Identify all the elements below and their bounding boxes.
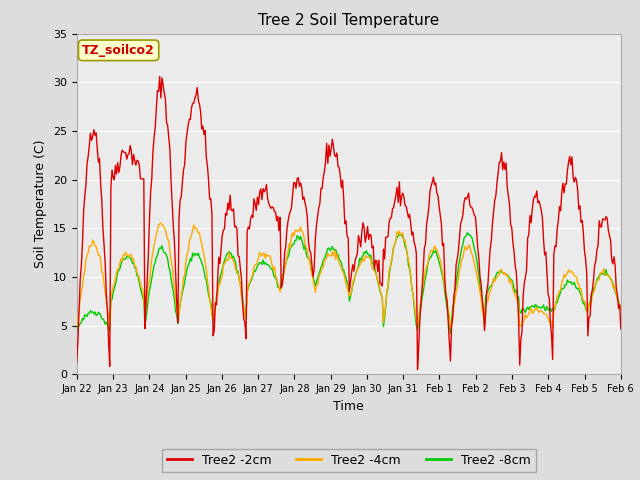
X-axis label: Time: Time bbox=[333, 400, 364, 413]
Tree2 -8cm bbox=[463, 229, 471, 235]
Tree2 -8cm bbox=[378, 292, 385, 298]
Y-axis label: Soil Temperature (C): Soil Temperature (C) bbox=[35, 140, 47, 268]
Tree2 -4cm bbox=[378, 296, 386, 302]
Tree2 -4cm bbox=[157, 220, 164, 226]
Tree2 -2cm bbox=[404, 215, 412, 220]
Tree2 -4cm bbox=[475, 283, 483, 288]
Title: Tree 2 Soil Temperature: Tree 2 Soil Temperature bbox=[258, 13, 440, 28]
Tree2 -8cm bbox=[302, 251, 310, 257]
Tree2 -8cm bbox=[447, 331, 454, 336]
Line: Tree2 -4cm: Tree2 -4cm bbox=[77, 223, 621, 327]
Tree2 -4cm bbox=[73, 323, 81, 329]
Tree2 -4cm bbox=[447, 324, 454, 330]
Tree2 -2cm bbox=[617, 326, 625, 332]
Tree2 -4cm bbox=[617, 307, 625, 313]
Tree2 -4cm bbox=[303, 248, 311, 253]
Tree2 -2cm bbox=[243, 229, 251, 235]
Tree2 -4cm bbox=[243, 292, 251, 298]
Text: TZ_soilco2: TZ_soilco2 bbox=[82, 44, 155, 57]
Tree2 -8cm bbox=[242, 315, 250, 321]
Tree2 -4cm bbox=[569, 270, 577, 276]
Tree2 -2cm bbox=[73, 359, 81, 365]
Tree2 -2cm bbox=[413, 367, 421, 372]
Tree2 -2cm bbox=[378, 283, 386, 289]
Legend: Tree2 -2cm, Tree2 -4cm, Tree2 -8cm: Tree2 -2cm, Tree2 -4cm, Tree2 -8cm bbox=[162, 449, 536, 472]
Tree2 -8cm bbox=[617, 307, 625, 313]
Tree2 -8cm bbox=[569, 281, 577, 287]
Tree2 -8cm bbox=[475, 273, 483, 278]
Tree2 -2cm bbox=[156, 73, 164, 79]
Line: Tree2 -8cm: Tree2 -8cm bbox=[77, 232, 621, 334]
Tree2 -4cm bbox=[404, 256, 412, 262]
Tree2 -2cm bbox=[569, 174, 577, 180]
Tree2 -2cm bbox=[475, 255, 483, 261]
Tree2 -8cm bbox=[403, 251, 411, 257]
Line: Tree2 -2cm: Tree2 -2cm bbox=[77, 76, 621, 370]
Tree2 -8cm bbox=[73, 327, 81, 333]
Tree2 -2cm bbox=[303, 215, 311, 221]
